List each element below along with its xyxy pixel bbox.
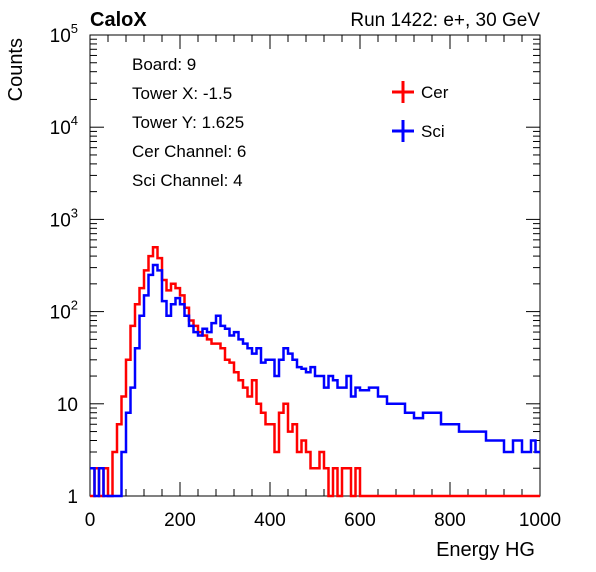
- info-line-cer-channel: Cer Channel: 6: [132, 142, 246, 161]
- y-tick-label-100000: 105: [50, 21, 78, 47]
- info-box: Board: 9 Tower X: -1.5 Tower Y: 1.625 Ce…: [132, 55, 246, 190]
- x-tick-label-600: 600: [344, 510, 376, 531]
- y-tick-label-10: 10: [57, 395, 78, 416]
- brand-label: CaloX: [90, 9, 147, 31]
- y-tick-label-1: 1: [67, 487, 78, 508]
- run-label: Run 1422: e+, 30 GeV: [350, 10, 540, 31]
- y-tick-label-1000: 103: [50, 205, 78, 231]
- info-line-tower-y: Tower Y: 1.625: [132, 113, 244, 132]
- info-line-sci-channel: Sci Channel: 4: [132, 171, 243, 190]
- x-tick-label-800: 800: [434, 510, 466, 531]
- info-line-tower-x: Tower X: -1.5: [132, 84, 232, 103]
- legend-cer-label: Cer: [421, 83, 449, 102]
- axis-ticks: 0 200 400 600 800 1000 1 10 102 103 104 105: [50, 21, 562, 531]
- info-line-board: Board: 9: [132, 55, 196, 74]
- x-tick-label-1000: 1000: [519, 510, 561, 531]
- legend: Cer Sci: [392, 81, 449, 142]
- series-cer-line: [90, 245, 540, 498]
- x-tick-label-200: 200: [164, 510, 196, 531]
- x-axis-title: Energy HG: [436, 539, 535, 561]
- series-sci-line: [90, 263, 540, 498]
- x-tick-label-0: 0: [85, 510, 96, 531]
- series-group: [90, 245, 540, 498]
- y-tick-label-10000: 104: [50, 113, 78, 139]
- legend-entry-sci: Sci: [392, 120, 445, 142]
- legend-entry-cer: Cer: [392, 81, 449, 103]
- plot-frame: [89, 34, 541, 497]
- y-axis-title: Counts: [5, 38, 27, 101]
- legend-sci-label: Sci: [421, 122, 445, 141]
- y-tick-label-100: 102: [50, 298, 78, 324]
- x-tick-label-400: 400: [254, 510, 286, 531]
